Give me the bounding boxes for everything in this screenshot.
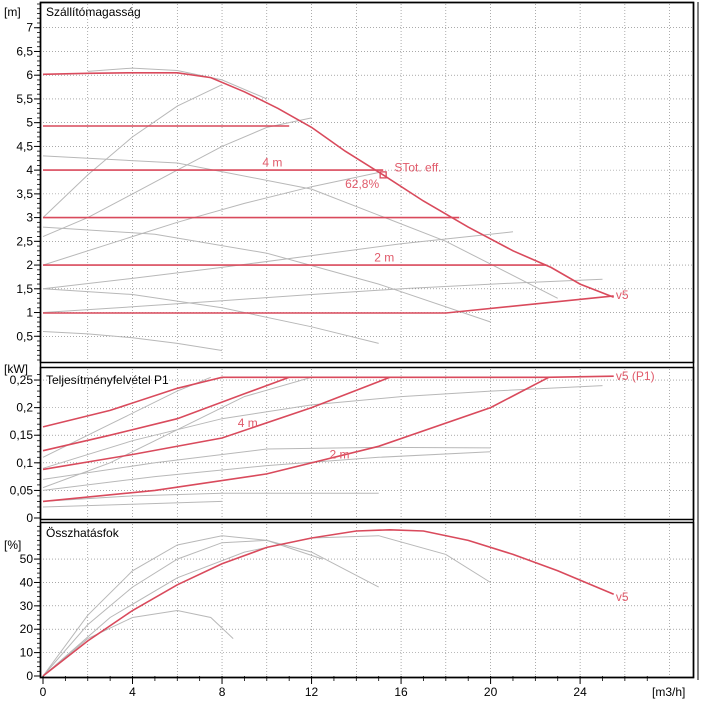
panel-head-frame xyxy=(39,1,695,364)
panel-head-grey-curve xyxy=(42,84,223,218)
panel-power-grey-curve xyxy=(42,385,603,469)
panel-efficiency-grey-curve xyxy=(42,535,323,677)
panel-power-ytick-label: 0,2 xyxy=(16,401,33,415)
panel-head-annotation: v5 xyxy=(616,288,629,302)
panel-head-grey-curve xyxy=(42,172,379,266)
panel-power-grey-curve xyxy=(42,500,223,508)
panel-efficiency-ylabel: [%] xyxy=(4,538,21,552)
x-axis-label: [m3/h] xyxy=(652,685,685,699)
panel-head-ytick-label: 3,5 xyxy=(16,187,33,201)
panel-power-grey-curve xyxy=(42,492,379,502)
panel-head-title: Szállítómagasság xyxy=(46,5,141,19)
panel-efficiency: [%] Összhatásfok 0 10 20 30 40 50 v5 xyxy=(4,521,695,683)
panel-power-ytick-label: 0,05 xyxy=(10,483,34,497)
panel-power-grid xyxy=(43,369,692,518)
x-tick-label: 12 xyxy=(305,685,319,699)
panel-head-ytick-label: 2,5 xyxy=(16,234,33,248)
panel-efficiency-ytick-label: 10 xyxy=(20,646,34,660)
panel-head-grey-curve xyxy=(42,278,603,313)
panel-head-ytick-label: 4 xyxy=(26,163,33,177)
panel-power-ytick-label: 0 xyxy=(26,511,33,525)
panel-efficiency-ytick-label: 30 xyxy=(20,599,34,613)
panel-efficiency-grey-curve xyxy=(42,609,234,677)
panel-efficiency-ytick-label: 20 xyxy=(20,622,34,636)
panel-power-grey-curve xyxy=(42,446,491,480)
panel-power-yticks: 0 0,05 0,1 0,15 0,2 0,25 xyxy=(10,373,41,525)
panel-head-ytick-label: 0,5 xyxy=(16,329,33,343)
panel-power-frame xyxy=(39,366,695,521)
panel-power-ytick-label: 0,15 xyxy=(10,428,34,442)
x-tick-label: 20 xyxy=(484,685,498,699)
operating-point-marker xyxy=(379,171,387,179)
panel-head-annotation: 62,8% xyxy=(345,177,379,191)
panel-efficiency-ytick-label: 40 xyxy=(20,575,34,589)
panel-efficiency-frame xyxy=(39,521,695,679)
panel-head-ytick-label: 4,5 xyxy=(16,139,33,153)
panel-efficiency-yticks: 0 10 20 30 40 50 xyxy=(20,525,41,683)
panel-power-grey-curve xyxy=(42,451,491,491)
panel-head-ytick-label: 1 xyxy=(26,306,33,320)
panel-efficiency-title: Összhatásfok xyxy=(46,526,120,540)
panel-efficiency-grey-curve xyxy=(42,539,379,677)
panel-head-annotations: 4 m 2 m v5 STot. eff. 62,8% xyxy=(262,155,629,302)
panel-head-ylabel: [m] xyxy=(4,5,21,19)
panel-efficiency-grid xyxy=(43,524,692,676)
panel-head-grey-curves xyxy=(42,67,603,351)
panel-power-grey-curves xyxy=(42,376,603,508)
panel-head-ytick-label: 5,5 xyxy=(16,92,33,106)
panel-power-series-line xyxy=(42,376,290,452)
panel-power-annotations: 4 m 2 m v5 (P1) xyxy=(238,369,655,461)
panel-efficiency-annotations: v5 xyxy=(616,590,629,604)
panel-power: [kW] Teljesítményfelvétel P1 0 0,05 0,1 0,1… xyxy=(4,362,695,525)
panel-power-title: Teljesítményfelvétel P1 xyxy=(46,373,169,387)
panel-efficiency-series-line xyxy=(42,528,615,677)
panel-head-yticks: 0,5 1 1,5 2 2,5 3 3,5 4 4,5 5 5,5 6 6,5 7 xyxy=(16,3,41,361)
panel-head-series-line xyxy=(42,72,614,299)
panel-power-ylabel: [kW] xyxy=(4,362,28,376)
panel-head-series xyxy=(42,72,614,314)
panel-efficiency-series xyxy=(42,528,615,677)
panel-head-ytick-label: 3 xyxy=(26,211,33,225)
panel-efficiency-ytick-label: 0 xyxy=(26,669,33,683)
panel-power-series xyxy=(42,375,614,503)
x-tick-label: 16 xyxy=(394,685,408,699)
x-tick-label: 4 xyxy=(129,685,136,699)
x-tick-label: 24 xyxy=(573,685,587,699)
x-tick-label: 0 xyxy=(40,685,47,699)
panel-head-ytick-label: 1,5 xyxy=(16,282,33,296)
panel-head-ytick-label: 7 xyxy=(26,21,33,35)
panel-head-annotation: STot. eff. xyxy=(394,161,441,175)
panel-head-grey-curve xyxy=(42,288,379,344)
panel-head-grey-curve xyxy=(87,67,267,100)
panel-head-grey-curve xyxy=(42,155,558,299)
panel-power-annotation: 4 m xyxy=(238,416,258,430)
panel-power-ytick-label: 0,1 xyxy=(16,456,33,470)
panel-efficiency-ytick-label: 50 xyxy=(20,552,34,566)
panel-head-ytick-label: 6 xyxy=(26,68,33,82)
panel-power-series-line xyxy=(42,375,614,428)
panel-head-grey-curve xyxy=(42,226,491,323)
x-tick-label: 8 xyxy=(219,685,226,699)
panel-power-annotation: v5 (P1) xyxy=(616,369,655,383)
panel-efficiency-annotation: v5 xyxy=(616,590,629,604)
panel-power-series-line xyxy=(42,376,391,471)
panel-head: [m] Szállítómagasság 0,5 1 1,5 2 2,5 3 3,5 4 4,5… xyxy=(4,1,695,364)
panel-efficiency-grey-curves xyxy=(42,535,491,677)
panel-head-ytick-label: 5 xyxy=(26,116,33,130)
panel-power-ytick-label: 0,25 xyxy=(10,373,34,387)
panel-head-ytick-label: 6,5 xyxy=(16,44,33,58)
panel-power-series-line xyxy=(42,376,550,503)
panel-head-grey-curve xyxy=(42,331,223,351)
panel-head-annotation: 4 m xyxy=(262,155,282,169)
panel-power-annotation: 2 m xyxy=(329,447,349,461)
panel-head-annotation: 2 m xyxy=(374,250,394,264)
panel-head-grey-curve xyxy=(42,231,514,290)
panel-head-ytick-label: 2 xyxy=(26,258,33,272)
panel-head-series-line xyxy=(43,295,614,314)
panel-head-grey-curve xyxy=(42,117,312,238)
x-axis: 0 4 8 12 16 20 24 xyxy=(40,676,648,699)
